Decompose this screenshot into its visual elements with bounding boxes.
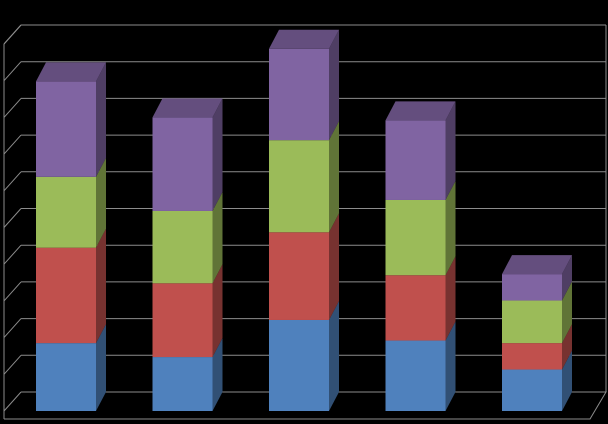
bar-segment	[152, 338, 223, 411]
bar-segment	[269, 213, 339, 320]
bar-segment	[385, 321, 456, 411]
bar-top-face	[502, 255, 572, 275]
bar-front-face	[502, 369, 562, 411]
bar-stack	[385, 101, 456, 411]
bar-side-face	[562, 281, 572, 344]
bar-side-face	[329, 121, 339, 233]
gridline-left-wall	[3, 281, 22, 302]
bar-segment	[385, 101, 456, 200]
bar-segment	[152, 264, 223, 358]
bar-segment	[269, 300, 339, 411]
bar-stack	[152, 98, 223, 411]
bar-top-face	[152, 98, 223, 118]
bar-front-face	[36, 176, 96, 248]
bar-side-face	[329, 300, 339, 411]
bar-side-face	[445, 101, 456, 200]
bar-side-face	[96, 62, 106, 177]
bar-stack	[269, 29, 339, 411]
bar-side-face	[445, 180, 456, 276]
bar-stack	[36, 62, 106, 411]
bar-side-face	[212, 191, 223, 284]
bar-segment	[269, 29, 339, 141]
bar-front-face	[502, 343, 562, 370]
bar-front-face	[36, 343, 96, 411]
bar-side-face	[96, 228, 106, 344]
gridline-left-wall	[3, 24, 22, 45]
bar-front-face	[385, 120, 446, 200]
gridline-left-wall	[3, 61, 22, 82]
bar-front-face	[152, 283, 213, 358]
bar-side-face	[212, 338, 223, 411]
bar-top-face	[385, 101, 456, 121]
bar-front-face	[269, 48, 329, 141]
bar-front-face	[152, 210, 213, 284]
bar-segment	[269, 121, 339, 233]
bar-side-face	[329, 29, 339, 141]
bar-front-face	[36, 81, 96, 177]
bar-front-face	[36, 247, 96, 344]
bar-segment	[502, 324, 572, 370]
bar-front-face	[502, 274, 562, 301]
bar-segment	[502, 350, 572, 411]
bar-segment	[502, 281, 572, 344]
bar-segment	[385, 256, 456, 341]
bar-side-face	[212, 98, 223, 211]
bar-side-face	[445, 256, 456, 341]
bar-segment	[502, 255, 572, 301]
bar-segment	[152, 191, 223, 284]
gridline-left-wall	[3, 244, 22, 265]
bar-side-face	[329, 213, 339, 320]
bar-front-face	[152, 117, 213, 211]
bar-front-face	[269, 232, 329, 320]
gridline-left-wall	[3, 391, 22, 412]
bar-side-face	[445, 321, 456, 411]
bar-segment	[36, 62, 106, 177]
bar-segment	[36, 157, 106, 248]
bar-front-face	[385, 275, 446, 341]
bar-side-face	[96, 157, 106, 248]
bar-top-face	[36, 62, 106, 82]
bar-segment	[385, 180, 456, 276]
bar-front-face	[269, 140, 329, 233]
bar-side-face	[96, 324, 106, 411]
gridline-left-wall	[3, 208, 22, 228]
bar-side-face	[562, 324, 572, 370]
gridline-left-wall	[3, 134, 22, 155]
bar-segment	[152, 98, 223, 211]
bar-front-face	[502, 300, 562, 344]
bar-segment	[36, 228, 106, 344]
bar-front-face	[152, 357, 213, 411]
gridline-left-wall	[3, 354, 22, 375]
bar-stack	[502, 255, 572, 411]
bar-side-face	[212, 264, 223, 358]
bar-side-face	[562, 350, 572, 411]
gridline-left-wall	[3, 318, 22, 338]
bar-side-face	[562, 255, 572, 301]
bar-front-face	[269, 319, 329, 411]
bar-front-face	[385, 340, 446, 411]
bar-top-face	[269, 29, 339, 49]
bar-segment	[36, 324, 106, 411]
bar-front-face	[385, 199, 446, 276]
bar-series	[36, 29, 572, 411]
gridline-left-wall	[3, 98, 22, 118]
gridline-left-wall	[3, 171, 22, 192]
